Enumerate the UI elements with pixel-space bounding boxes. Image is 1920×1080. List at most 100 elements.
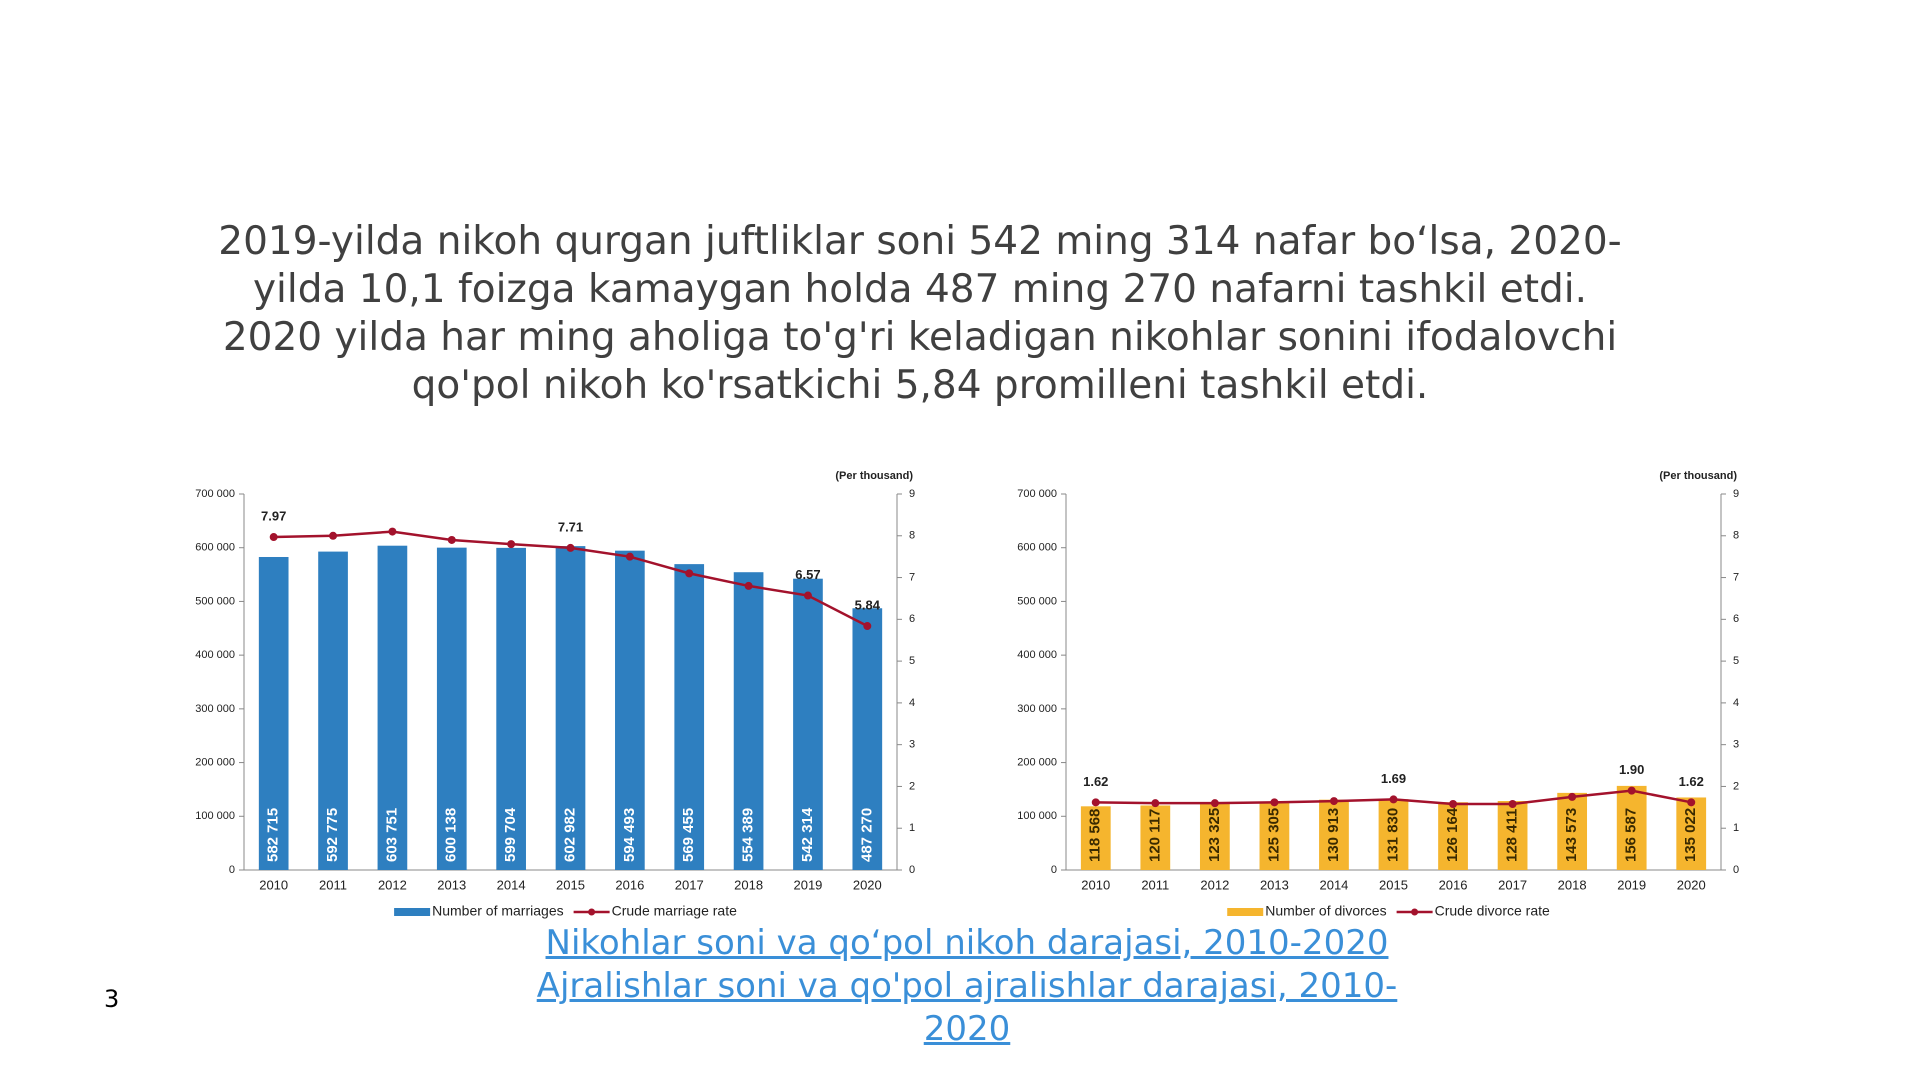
bar: [1378, 799, 1409, 870]
bar: [258, 556, 289, 870]
value-label: 128 411: [1504, 809, 1521, 862]
marker: [1270, 798, 1279, 807]
marker: [1687, 798, 1696, 807]
y-tick-label: 400 000: [195, 649, 235, 661]
bar: [1616, 785, 1647, 870]
link[interactable]: Nikohlar soni va qo‘pol nikoh darajasi, …: [545, 923, 1389, 963]
value-label: 123 325: [1206, 808, 1223, 862]
value-label: 156 587: [1623, 808, 1640, 862]
y2-axis-label: (Per thousand): [1659, 470, 1737, 482]
marker: [566, 543, 575, 552]
y-tick-label: 100 000: [195, 810, 235, 822]
y-tick-label: 0: [229, 864, 235, 876]
y2-axis-label: (Per thousand): [835, 470, 913, 482]
bar: [1438, 802, 1468, 870]
bar: [555, 546, 586, 870]
x-tick-label: 2020: [1677, 877, 1706, 892]
legend-label: Crude marriage rate: [612, 903, 737, 919]
marker: [744, 581, 753, 590]
legend: Number of marriages Crude marriage rate: [394, 903, 737, 919]
x-tick-label: 2011: [319, 877, 347, 892]
marker: [1091, 798, 1100, 807]
bar: [793, 578, 823, 870]
x-tick-label: 2015: [1379, 877, 1408, 892]
x-tick-label: 2010: [259, 877, 288, 892]
bar: [1199, 803, 1230, 870]
y2-tick-label: 1: [1733, 822, 1739, 834]
y2-tick-label: 7: [1733, 571, 1739, 583]
y2-tick-label: 8: [909, 530, 915, 542]
legend-label: Number of marriages: [432, 903, 564, 919]
marker: [447, 535, 456, 544]
x-tick-label: 2016: [615, 877, 644, 892]
value-label: 118 568: [1087, 809, 1104, 862]
legend: Number of divorces Crude divorce rate: [1227, 903, 1550, 919]
value-label: 599 704: [502, 807, 519, 862]
bar: [1319, 799, 1349, 870]
bar: [615, 550, 645, 870]
y2-tick-label: 0: [909, 864, 915, 876]
marker: [507, 540, 516, 549]
value-label: 1.90: [1619, 762, 1644, 777]
marker: [1508, 799, 1517, 808]
marker: [803, 591, 812, 600]
bar: [674, 564, 705, 870]
value-label: 603 751: [383, 808, 400, 862]
x-tick-label: 2018: [734, 877, 763, 892]
y2-tick-label: 2: [909, 780, 915, 792]
paragraph: 2019-yilda nikoh qurgan juftliklar soni …: [218, 219, 1622, 408]
x-tick-label: 2020: [853, 877, 882, 892]
y2-tick-label: 3: [1733, 739, 1739, 751]
marker: [329, 531, 338, 540]
y-tick-label: 500 000: [1017, 595, 1057, 607]
value-label: 592 775: [324, 808, 341, 862]
x-tick-label: 2010: [1081, 877, 1110, 892]
value-label: 120 117: [1146, 809, 1163, 862]
bar: [1676, 797, 1707, 870]
y2-tick-label: 6: [1733, 613, 1739, 625]
marker: [1329, 797, 1338, 806]
y2-tick-label: 4: [909, 697, 915, 709]
x-tick-label: 2017: [1498, 877, 1527, 892]
marker: [1568, 792, 1577, 801]
value-label: 582 715: [265, 808, 282, 862]
y-tick-label: 300 000: [195, 703, 235, 715]
y-tick-label: 400 000: [1017, 649, 1057, 661]
value-label: 131 830: [1384, 808, 1401, 862]
y2-tick-label: 9: [1733, 488, 1739, 500]
value-label: 487 270: [858, 808, 875, 862]
bar: [852, 608, 883, 870]
value-label: 7.97: [261, 508, 286, 523]
marker: [269, 533, 278, 542]
marker: [625, 552, 634, 561]
y2-tick-label: 4: [1733, 697, 1739, 709]
legend-label: Crude divorce rate: [1435, 903, 1550, 919]
y-tick-label: 200 000: [1017, 756, 1057, 768]
y2-tick-label: 5: [1733, 655, 1739, 667]
marker: [863, 622, 872, 631]
legend-swatch: [1411, 908, 1419, 916]
x-tick-label: 2018: [1558, 877, 1587, 892]
x-tick-label: 2014: [1319, 877, 1348, 892]
link[interactable]: Ajralishlar soni va qo'pol ajralishlar d…: [536, 966, 1398, 1049]
chart: 0 100 000 200 000 300 000 400 000 500 000 600 …: [1017, 470, 1739, 919]
y2-tick-label: 3: [909, 739, 915, 751]
y-tick-label: 100 000: [1017, 810, 1057, 822]
y2-tick-label: 8: [1733, 530, 1739, 542]
legend-swatch: [1227, 908, 1264, 916]
x-tick-label: 2011: [1141, 877, 1169, 892]
value-label: 5.84: [855, 597, 881, 612]
x-tick-label: 2019: [1617, 877, 1646, 892]
marker: [1210, 799, 1219, 808]
marker: [1389, 795, 1398, 804]
value-label: 594 493: [621, 808, 638, 862]
y-tick-label: 700 000: [1017, 488, 1057, 500]
x-tick-label: 2014: [497, 877, 526, 892]
links: Nikohlar soni va qo‘pol nikoh darajasi, …: [497, 922, 1437, 1051]
y-tick-label: 600 000: [195, 542, 235, 554]
y-tick-label: 0: [1051, 864, 1057, 876]
marker: [1627, 786, 1636, 795]
page-number: 3: [104, 985, 120, 1013]
bar: [1497, 801, 1528, 870]
y2-tick-label: 6: [909, 613, 915, 625]
